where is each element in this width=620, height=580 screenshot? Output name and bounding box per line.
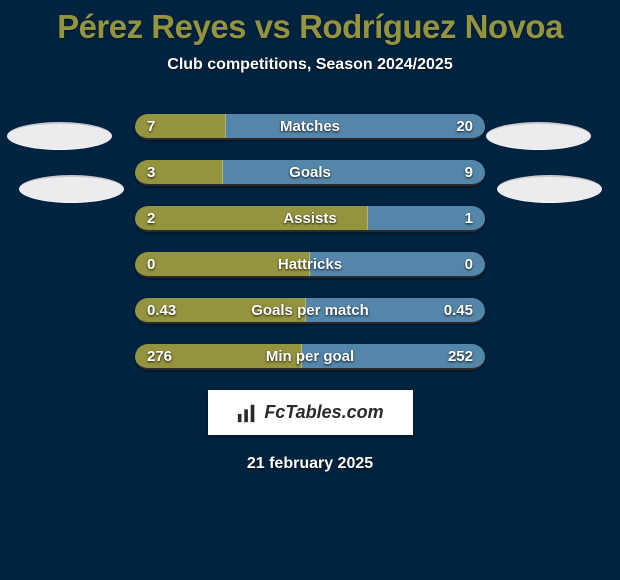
generated-date: 21 february 2025 — [0, 455, 620, 473]
team-logo-placeholder — [7, 122, 112, 150]
page-title: Pérez Reyes vs Rodríguez Novoa — [0, 0, 620, 46]
stat-bar-right — [226, 114, 485, 138]
stat-value-left: 2 — [147, 206, 155, 232]
branding-text: FcTables.com — [264, 402, 383, 423]
stat-bar-right — [223, 160, 485, 184]
stat-value-right: 0 — [465, 252, 473, 278]
stat-value-left: 276 — [147, 344, 172, 370]
stats-bars: 720Matches39Goals21Assists00Hattricks0.4… — [135, 114, 485, 370]
stat-row: 720Matches — [135, 114, 485, 140]
stat-value-left: 3 — [147, 160, 155, 186]
stat-bar-left — [135, 206, 368, 230]
stat-value-right: 252 — [448, 344, 473, 370]
stat-value-left: 7 — [147, 114, 155, 140]
team-logo-placeholder — [497, 175, 602, 203]
stat-bar-right — [310, 252, 485, 276]
stat-value-right: 9 — [465, 160, 473, 186]
team-logo-placeholder — [486, 122, 591, 150]
bars-icon — [236, 402, 258, 424]
team-logo-placeholder — [19, 175, 124, 203]
stat-row: 21Assists — [135, 206, 485, 232]
page-subtitle: Club competitions, Season 2024/2025 — [0, 56, 620, 74]
stat-value-left: 0 — [147, 252, 155, 278]
stat-bar-left — [135, 252, 310, 276]
stat-value-right: 0.45 — [444, 298, 473, 324]
stat-row: 276252Min per goal — [135, 344, 485, 370]
stat-row: 00Hattricks — [135, 252, 485, 278]
stat-row: 0.430.45Goals per match — [135, 298, 485, 324]
stat-value-right: 1 — [465, 206, 473, 232]
stat-value-left: 0.43 — [147, 298, 176, 324]
stat-row: 39Goals — [135, 160, 485, 186]
stat-value-right: 20 — [456, 114, 473, 140]
branding-badge[interactable]: FcTables.com — [208, 390, 413, 435]
